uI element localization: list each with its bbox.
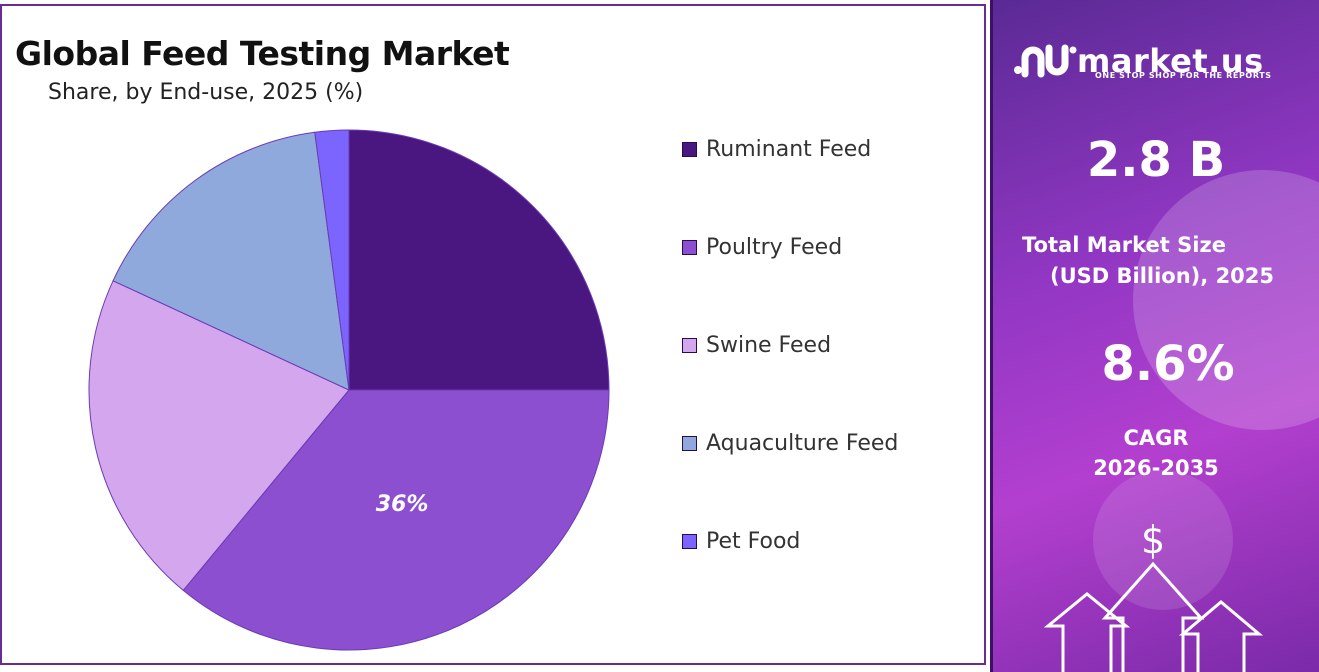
- legend-label: Poultry Feed: [706, 234, 843, 260]
- pie-chart: 36%: [88, 129, 610, 651]
- cagr-period: 2026-2035: [1093, 456, 1219, 480]
- legend-label: Swine Feed: [706, 332, 832, 358]
- pie-slice-ruminant-feed: [348, 129, 610, 391]
- legend-label: Pet Food: [706, 528, 801, 554]
- dollar-icon: $: [1141, 518, 1166, 562]
- pie-slice-aquaculture-feed: [112, 131, 350, 391]
- legend-swatch: [682, 239, 697, 255]
- legend-item: Ruminant Feed: [682, 134, 871, 164]
- pie-slice-poultry-feed: [182, 389, 610, 651]
- chart-panel: Global Feed Testing Market Share, by End…: [0, 4, 986, 665]
- brand-name: market.us: [1077, 42, 1264, 80]
- legend-swatch: [682, 533, 697, 549]
- data-label-poultry-feed: 36%: [376, 492, 429, 517]
- coffee-cup-decoration: [1093, 470, 1233, 610]
- chart-subtitle: Share, by End-use, 2025 (%): [48, 80, 364, 105]
- cagr-label: CAGR: [1123, 426, 1189, 450]
- legend-swatch: [682, 141, 697, 157]
- legend-swatch: [682, 337, 697, 353]
- market-size-value: 2.8 B: [1086, 132, 1226, 188]
- market-size-label-2: (USD Billion), 2025: [1049, 264, 1275, 288]
- legend-item: Poultry Feed: [682, 232, 842, 262]
- legend-item: Pet Food: [682, 526, 800, 556]
- market-size-label-1: Total Market Size: [1022, 233, 1226, 257]
- legend-label: Ruminant Feed: [706, 136, 872, 162]
- chart-title: Global Feed Testing Market: [15, 34, 510, 73]
- up-arrow-icon: [1043, 561, 1264, 672]
- brand-tagline: ONE STOP SHOP FOR THE REPORTS: [1095, 71, 1272, 80]
- brand-logo: market.us ONE STOP SHOP FOR THE REPORTS: [1013, 40, 1271, 82]
- legend-item: Swine Feed: [682, 330, 831, 360]
- legend-swatch: [682, 435, 697, 451]
- pie-slice-pet-food: [314, 129, 350, 391]
- cagr-value: 8.6%: [1101, 336, 1235, 392]
- summary-panel: market.us ONE STOP SHOP FOR THE REPORTS …: [990, 0, 1319, 672]
- legend-label: Aquaculture Feed: [706, 430, 899, 456]
- pie-slice-swine-feed: [88, 280, 350, 592]
- market-us-logo-icon: [1014, 44, 1077, 78]
- legend-item: Aquaculture Feed: [682, 428, 898, 458]
